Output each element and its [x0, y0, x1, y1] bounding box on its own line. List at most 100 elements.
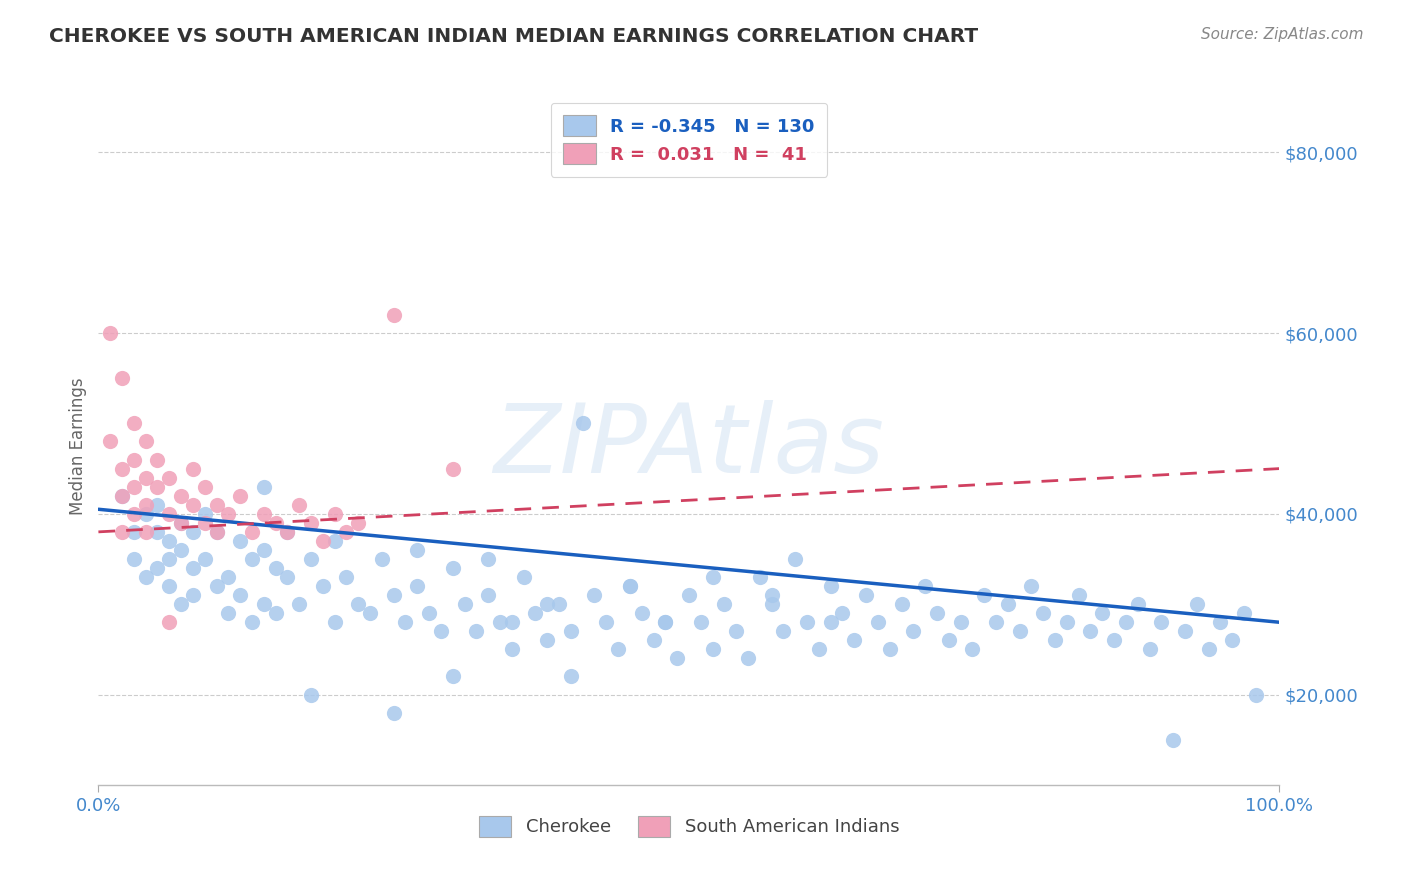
- Point: [997, 597, 1019, 611]
- Point: [135, 470, 157, 484]
- Point: [1139, 642, 1161, 657]
- Point: [1115, 615, 1137, 630]
- Point: [111, 524, 134, 539]
- Point: [984, 615, 1007, 630]
- Point: [276, 524, 298, 539]
- Point: [643, 633, 665, 648]
- Point: [866, 615, 889, 630]
- Point: [619, 579, 641, 593]
- Point: [240, 552, 263, 566]
- Point: [111, 489, 134, 503]
- Point: [146, 561, 169, 575]
- Point: [335, 524, 357, 539]
- Point: [630, 606, 652, 620]
- Point: [477, 552, 499, 566]
- Point: [560, 624, 582, 639]
- Text: Source: ZipAtlas.com: Source: ZipAtlas.com: [1201, 27, 1364, 42]
- Point: [524, 606, 547, 620]
- Point: [903, 624, 925, 639]
- Point: [276, 570, 298, 584]
- Legend: Cherokee, South American Indians: Cherokee, South American Indians: [471, 808, 907, 844]
- Point: [1161, 732, 1184, 747]
- Point: [205, 498, 228, 512]
- Point: [111, 461, 134, 475]
- Point: [583, 588, 606, 602]
- Point: [217, 507, 239, 521]
- Point: [111, 489, 134, 503]
- Point: [1233, 606, 1256, 620]
- Point: [607, 642, 630, 657]
- Point: [1080, 624, 1102, 639]
- Point: [831, 606, 853, 620]
- Point: [181, 498, 204, 512]
- Point: [1008, 624, 1031, 639]
- Point: [170, 516, 193, 530]
- Point: [725, 624, 748, 639]
- Point: [157, 579, 180, 593]
- Point: [654, 615, 676, 630]
- Point: [1032, 606, 1054, 620]
- Point: [323, 615, 346, 630]
- Point: [312, 533, 335, 548]
- Point: [253, 543, 276, 558]
- Point: [135, 507, 157, 521]
- Point: [761, 597, 783, 611]
- Point: [654, 615, 676, 630]
- Point: [855, 588, 877, 602]
- Point: [229, 489, 252, 503]
- Point: [194, 516, 217, 530]
- Point: [157, 615, 180, 630]
- Point: [240, 524, 263, 539]
- Point: [477, 588, 499, 602]
- Point: [879, 642, 901, 657]
- Point: [194, 480, 217, 494]
- Point: [465, 624, 488, 639]
- Point: [122, 417, 145, 431]
- Point: [489, 615, 512, 630]
- Point: [689, 615, 711, 630]
- Point: [430, 624, 453, 639]
- Point: [571, 417, 593, 431]
- Point: [157, 507, 180, 521]
- Point: [962, 642, 984, 657]
- Point: [181, 588, 204, 602]
- Point: [146, 524, 169, 539]
- Point: [157, 552, 180, 566]
- Point: [135, 498, 157, 512]
- Point: [406, 543, 429, 558]
- Point: [1067, 588, 1090, 602]
- Point: [253, 507, 276, 521]
- Point: [181, 524, 204, 539]
- Point: [122, 480, 145, 494]
- Point: [560, 669, 582, 683]
- Point: [501, 642, 523, 657]
- Point: [453, 597, 475, 611]
- Point: [1126, 597, 1149, 611]
- Point: [98, 326, 121, 340]
- Point: [925, 606, 948, 620]
- Point: [382, 588, 405, 602]
- Point: [122, 552, 145, 566]
- Point: [229, 588, 252, 602]
- Point: [1102, 633, 1125, 648]
- Y-axis label: Median Earnings: Median Earnings: [69, 377, 87, 515]
- Point: [253, 480, 276, 494]
- Point: [288, 597, 311, 611]
- Point: [441, 461, 464, 475]
- Point: [748, 570, 770, 584]
- Point: [382, 706, 405, 720]
- Point: [595, 615, 617, 630]
- Point: [347, 597, 370, 611]
- Point: [135, 570, 157, 584]
- Point: [264, 606, 287, 620]
- Point: [205, 524, 228, 539]
- Point: [702, 570, 724, 584]
- Point: [536, 597, 558, 611]
- Point: [323, 507, 346, 521]
- Point: [264, 516, 287, 530]
- Point: [418, 606, 440, 620]
- Point: [1150, 615, 1173, 630]
- Point: [181, 461, 204, 475]
- Point: [406, 579, 429, 593]
- Point: [1244, 688, 1267, 702]
